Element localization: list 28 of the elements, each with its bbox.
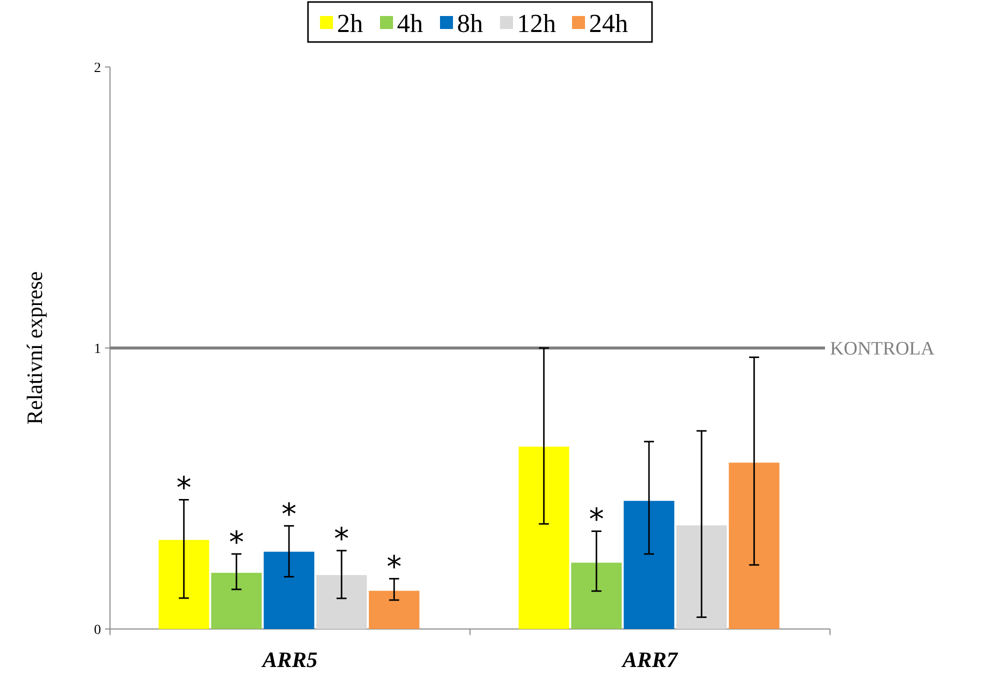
bar (624, 500, 674, 629)
bar (518, 446, 570, 629)
data-label: * (588, 502, 604, 538)
bar (368, 590, 420, 629)
data-label: * (334, 522, 350, 558)
bar (676, 525, 727, 629)
x-tick-label: ARR5 (260, 647, 318, 672)
legend-label: 12h (517, 9, 556, 38)
data-label: * (176, 471, 192, 506)
y-tick-label: 1 (94, 342, 101, 357)
bar (264, 552, 314, 629)
y-tick-label: 2 (94, 60, 101, 76)
bar (158, 540, 210, 629)
legend-label: 2h (337, 9, 363, 38)
bar (316, 575, 367, 629)
bar (211, 572, 262, 629)
data-label: * (386, 550, 402, 586)
data-label: * (282, 497, 296, 532)
legend-label: 4h (397, 9, 423, 38)
bar (571, 562, 622, 629)
x-tick-label: ARR7 (620, 647, 679, 672)
ref-line-label: KONTROLA (830, 338, 935, 360)
legend-label: 8h (457, 9, 483, 38)
y-axis-title: Relativní exprese (22, 271, 47, 425)
data-label: * (228, 525, 244, 560)
y-tick-label: 0 (94, 622, 101, 638)
legend-label: 24h (589, 9, 628, 38)
bar (728, 462, 780, 629)
